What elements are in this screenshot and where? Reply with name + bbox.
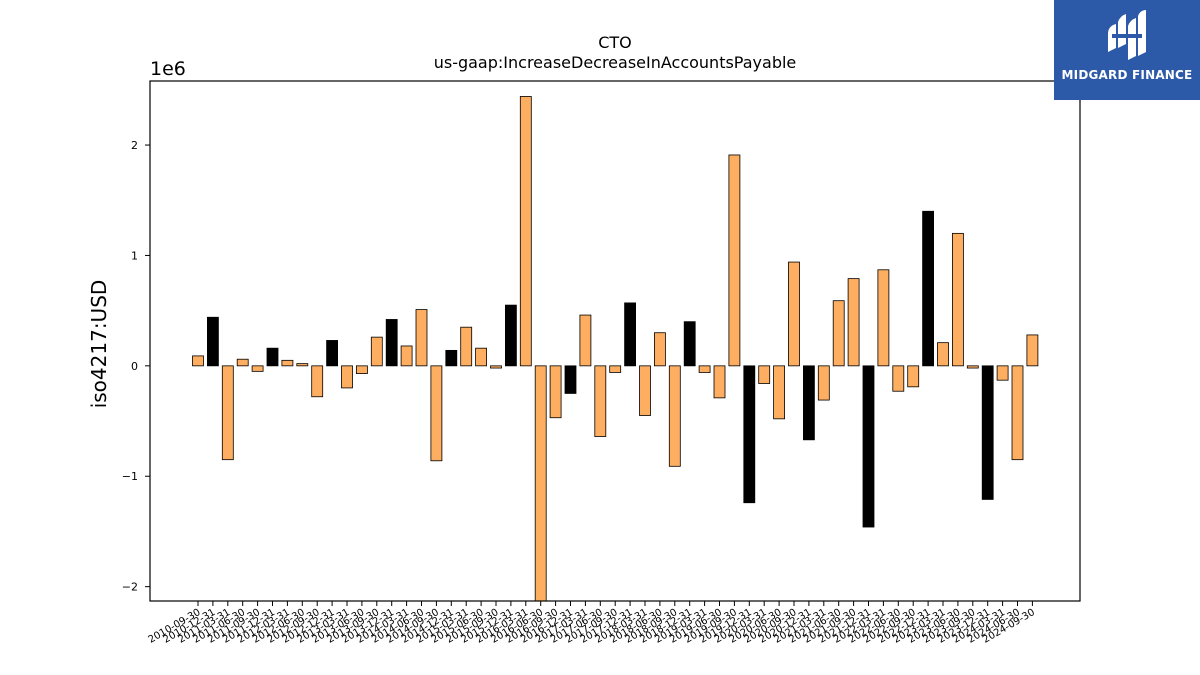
bar-2011-06-30 [236,358,249,367]
x-axis: 2010-09-302010-12-312011-03-312011-06-30… [147,601,1037,646]
bar-2016-03-31 [519,96,532,367]
logo-text: MIDGARD FINANCE [1061,68,1193,82]
bar-2022-06-30 [892,365,905,392]
bar-2010-09-30 [192,355,204,367]
bar-2014-06-30 [415,309,428,367]
y-tick-label: 2 [131,139,138,152]
bar-2013-03-31 [341,365,353,389]
chart-title: CTO [598,33,632,52]
bar-2023-03-31 [937,342,949,367]
bar-2018-03-31 [639,365,651,416]
bar-2018-09-30 [668,365,681,467]
chart-subtitle: us-gaap:IncreaseDecreaseInAccountsPayabl… [434,53,797,72]
plot-frame [149,80,1081,602]
bar-2019-06-30 [713,365,726,399]
bar-2011-12-31 [266,347,279,367]
bar-2013-12-31 [385,319,398,367]
y-axis: −2 −1 0 1 2 [122,139,150,594]
bar-2024-06-30 [1011,365,1024,461]
bar-2012-09-30 [311,365,324,398]
y-tick-label: −1 [122,470,138,483]
bar-2016-12-31 [564,365,577,394]
bar-2012-12-31 [326,340,339,367]
bar-2018-12-31 [683,321,696,367]
bar-2014-03-31 [400,345,413,367]
y-scale-label: 1e6 [150,58,186,80]
bar-2015-09-30 [490,365,502,369]
bar-2022-09-30 [907,365,920,388]
bar-2021-12-31 [862,365,875,528]
midgard-finance-logo: MIDGARD FINANCE [1054,0,1200,100]
bar-2024-09-30 [1026,334,1039,367]
bar-2023-12-31 [981,365,994,500]
y-axis-label: iso4217:USD [87,280,111,409]
bar-2018-06-30 [654,332,666,367]
y-tick-label: 0 [131,360,138,373]
bar-2014-09-30 [430,365,443,462]
bar-2022-03-31 [877,269,890,367]
bar-series [192,96,1039,602]
bar-2012-03-31 [281,359,294,367]
bar-2017-06-30 [594,365,607,437]
bar-2012-06-30 [296,363,309,367]
bar-2019-09-30 [728,154,741,367]
y-tick-label: 1 [131,249,138,262]
y-tick-label: −2 [122,581,138,594]
bar-2023-06-30 [952,232,964,367]
bar-2021-03-31 [817,365,830,401]
bar-2020-12-31 [803,365,815,441]
bar-2015-03-31 [460,326,473,367]
bar-2013-06-30 [355,365,368,374]
bar-2020-06-30 [773,365,785,420]
bar-2015-06-30 [475,347,488,367]
bar-2017-12-31 [624,302,636,367]
bar-2021-09-30 [847,278,860,367]
bar-2017-09-30 [609,365,622,373]
bar-2011-09-30 [251,365,264,372]
bar-2017-03-31 [579,314,592,367]
bar-2020-03-31 [758,365,771,384]
bar-2014-12-31 [445,349,458,367]
bar-2019-12-31 [743,365,756,504]
midgard-logo-icon [1108,10,1146,60]
bar-2019-03-31 [698,365,711,373]
bar-2021-06-30 [832,300,845,367]
bar-2024-03-31 [996,365,1009,381]
bar-2023-09-30 [966,365,979,369]
bar-2020-09-30 [788,261,800,367]
bar-2015-12-31 [504,304,517,367]
bar-2022-12-31 [922,210,934,367]
bar-2016-09-30 [549,365,562,419]
bar-2016-06-30 [534,365,547,602]
bar-2013-09-30 [370,336,383,367]
bar-2011-03-31 [221,365,234,461]
bar-2010-12-31 [206,316,219,367]
